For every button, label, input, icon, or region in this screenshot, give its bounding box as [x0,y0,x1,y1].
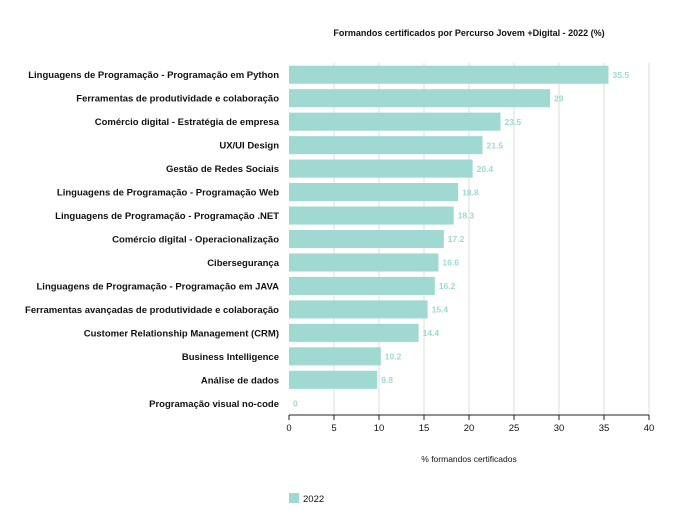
category-label: Linguagens de Programação - Programação … [55,211,279,222]
category-label: Ferramentas de produtividade e colaboraç… [76,94,279,105]
chart-title: Formandos certificados por Percurso Jove… [333,28,604,38]
category-label: Linguagens de Programação - Programação … [28,70,279,81]
x-tick-label: 25 [509,423,520,434]
data-labels: 35.5 29 23.5 21.5 20.4 18.8 18.3 17.2 16.6 16.2 15… [293,70,629,409]
bars-group [289,65,609,389]
x-tick-label: 30 [554,423,565,434]
category-label: Comércio digital - Operacionalização [112,235,279,246]
data-label: 0 [293,398,298,408]
bar [289,253,439,272]
data-label: 29 [554,93,564,103]
data-label: 23.5 [505,117,522,127]
category-label: UX/UI Design [219,141,279,152]
data-label: 17.2 [448,234,465,244]
category-label: Programação visual no-code [149,399,279,410]
x-tick-label: 20 [464,423,475,434]
category-label: Business Intelligence [182,352,279,363]
category-labels: Linguagens de Programação - Programação … [25,70,280,410]
category-label: Cibersegurança [207,258,280,269]
category-label: Comércio digital - Estratégia de empresa [95,117,280,128]
data-label: 15.4 [432,305,449,315]
category-label: Análise de dados [201,375,279,386]
category-label: Customer Relationship Management (CRM) [84,328,279,339]
bar [289,159,473,178]
data-label: 16.6 [442,258,459,268]
data-label: 14.4 [423,328,440,338]
bar [289,276,435,295]
data-label: 21.5 [487,140,504,150]
data-label: 20.4 [477,164,494,174]
data-label: 9.8 [381,375,393,385]
legend-label: 2022 [303,494,324,505]
legend: 2022 [289,493,324,505]
x-tick-label: 15 [419,423,430,434]
data-label: 18.3 [458,211,475,221]
bar [289,370,378,389]
bar [289,300,428,319]
data-label: 10.2 [385,352,402,362]
category-label: Gestão de Redes Sociais [166,164,279,175]
bar [289,65,609,84]
data-label: 18.8 [462,187,479,197]
bar [289,229,444,249]
legend-swatch [289,493,299,503]
data-label: 16.2 [439,281,456,291]
x-tick-label: 5 [331,423,336,434]
bar [289,136,483,155]
bar [289,206,454,225]
x-tick-label: 40 [644,423,655,434]
x-tick-label: 35 [599,423,610,434]
category-label: Linguagens de Programação - Programação … [57,188,279,199]
x-axis-ticks: 0 5 10 15 20 25 30 35 40 [286,415,654,434]
bar [289,323,419,342]
data-label: 35.5 [613,70,630,80]
bar [289,347,381,366]
bar [289,112,501,131]
x-axis-title: % formandos certificados [421,454,516,464]
category-label: Linguagens de Programação - Programação … [37,281,280,292]
bar [289,183,459,202]
x-tick-label: 10 [374,423,385,434]
bar [289,89,550,108]
x-tick-label: 0 [286,423,291,434]
category-label: Ferramentas avançadas de produtividade e… [25,305,279,316]
